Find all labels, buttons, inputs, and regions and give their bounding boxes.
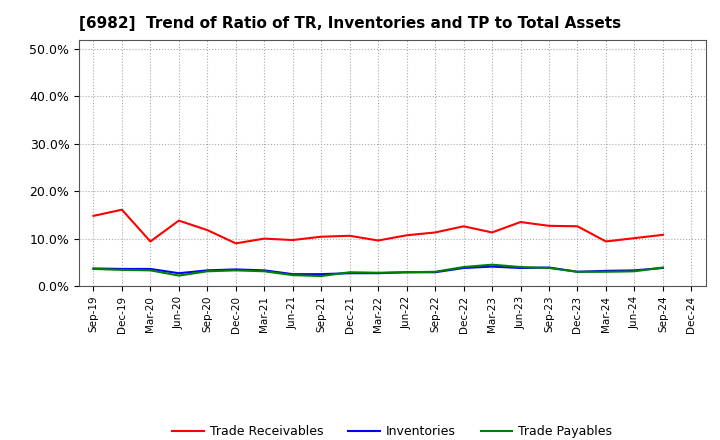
Inventories [317,271,325,277]
Trade Receivables [602,239,611,244]
Inventories [289,271,297,277]
Trade Payables [146,268,155,273]
Trade Payables [260,269,269,274]
Trade Receivables [146,239,155,244]
Trade Receivables [89,213,98,219]
Trade Payables [317,273,325,279]
Inventories [459,265,468,271]
Trade Receivables [374,238,382,243]
Trade Payables [431,269,439,275]
Trade Receivables [289,238,297,243]
Trade Receivables [402,233,411,238]
Trade Receivables [346,233,354,238]
Inventories [431,270,439,275]
Inventories [487,264,496,269]
Inventories [146,266,155,271]
Inventories [117,266,126,271]
Trade Payables [174,273,183,278]
Inventories [260,268,269,273]
Line: Trade Payables: Trade Payables [94,265,663,276]
Trade Payables [203,269,212,274]
Legend: Trade Receivables, Inventories, Trade Payables: Trade Receivables, Inventories, Trade Pa… [168,420,617,440]
Inventories [203,268,212,273]
Inventories [374,271,382,276]
Trade Payables [630,269,639,274]
Trade Payables [232,268,240,273]
Trade Receivables [431,230,439,235]
Inventories [573,269,582,275]
Inventories [402,270,411,275]
Inventories [516,265,525,271]
Trade Payables [487,262,496,268]
Trade Payables [516,264,525,270]
Inventories [659,265,667,271]
Trade Receivables [203,227,212,233]
Trade Payables [289,272,297,278]
Trade Receivables [516,220,525,225]
Trade Receivables [630,235,639,241]
Line: Trade Receivables: Trade Receivables [94,210,663,243]
Trade Payables [602,269,611,275]
Trade Receivables [459,224,468,229]
Inventories [602,268,611,274]
Inventories [232,267,240,272]
Trade Receivables [487,230,496,235]
Text: [6982]  Trend of Ratio of TR, Inventories and TP to Total Assets: [6982] Trend of Ratio of TR, Inventories… [79,16,621,32]
Trade Payables [117,267,126,272]
Trade Receivables [260,236,269,241]
Trade Payables [573,269,582,275]
Trade Payables [374,270,382,275]
Trade Receivables [659,232,667,238]
Trade Receivables [317,234,325,239]
Trade Receivables [117,207,126,213]
Trade Receivables [232,241,240,246]
Trade Receivables [573,224,582,229]
Trade Payables [545,265,554,271]
Line: Inventories: Inventories [94,267,663,274]
Trade Payables [346,270,354,275]
Trade Payables [402,270,411,275]
Trade Payables [459,264,468,270]
Inventories [174,271,183,276]
Trade Receivables [174,218,183,223]
Trade Receivables [545,223,554,228]
Inventories [89,266,98,271]
Trade Payables [89,266,98,271]
Inventories [346,271,354,276]
Trade Payables [659,265,667,270]
Inventories [630,268,639,273]
Inventories [545,265,554,270]
